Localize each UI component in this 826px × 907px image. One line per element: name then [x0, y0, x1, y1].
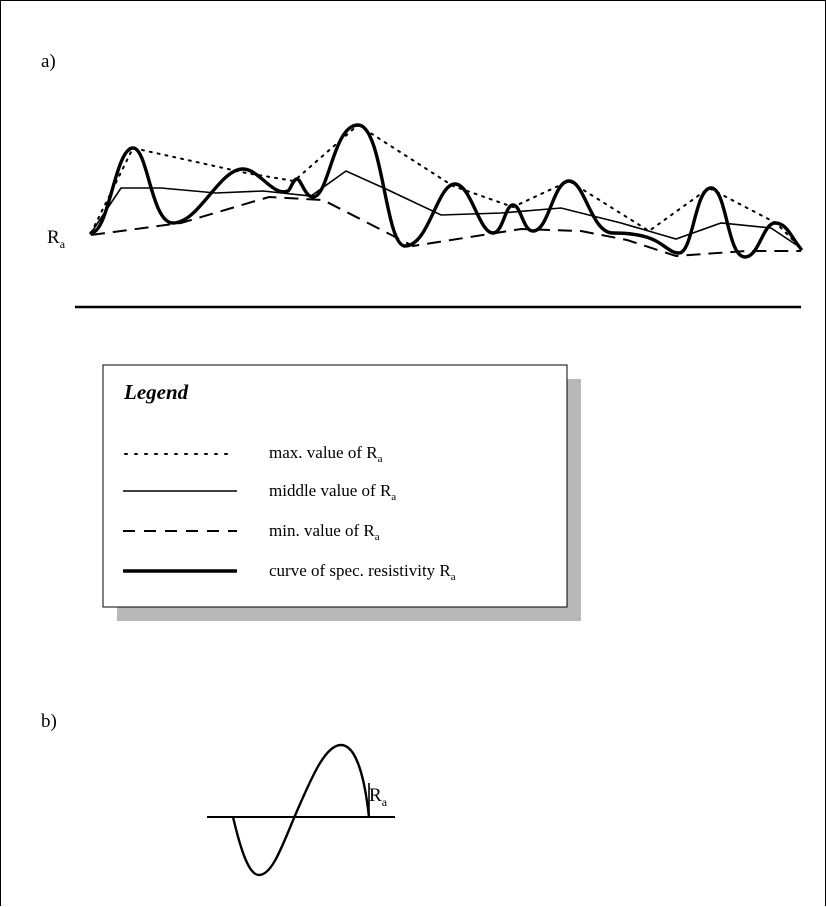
legend-title: Legend — [123, 380, 189, 404]
panel-b-label: b) — [41, 711, 57, 732]
panel-b-amplitude-label: Ra — [369, 785, 388, 809]
panel-a-axis-label: Ra — [47, 227, 66, 251]
legend-box — [102, 364, 568, 608]
panel-a-label: a) — [41, 51, 56, 72]
middle-value-line — [90, 170, 802, 249]
legend-entry-max: max. value of Ra — [269, 443, 383, 465]
legend-entry-middle: middle value of Ra — [269, 481, 396, 503]
min-value-line — [90, 195, 801, 258]
panel-b-sine-wave — [231, 743, 371, 877]
legend-entry-min: min. value of Ra — [269, 521, 380, 543]
max-value-line — [90, 123, 802, 249]
legend-entry-curve: curve of spec. resistivity Ra — [269, 561, 456, 583]
resistivity-curve — [89, 123, 803, 259]
